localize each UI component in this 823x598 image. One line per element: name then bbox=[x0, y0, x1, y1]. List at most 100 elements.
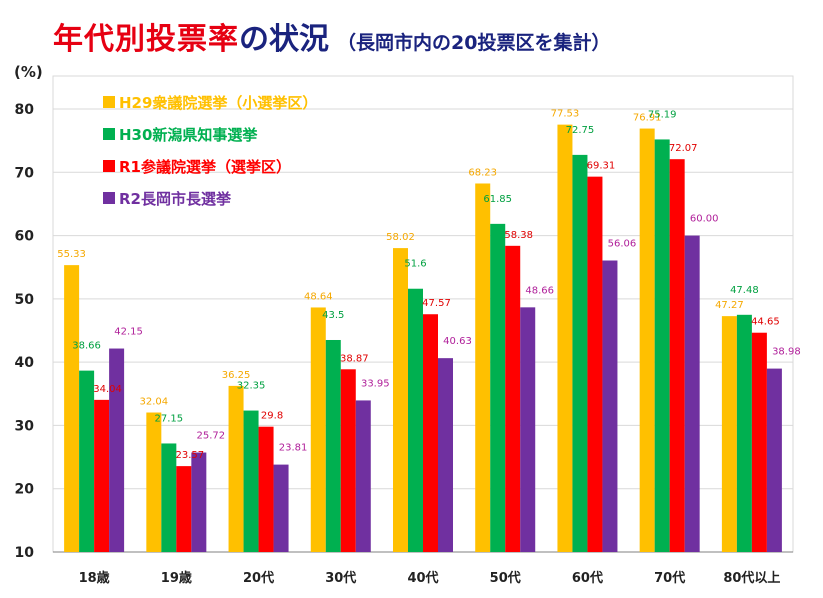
data-label: 51.6 bbox=[404, 259, 426, 270]
x-tick-label: 19歳 bbox=[161, 570, 192, 586]
x-tick-label: 50代 bbox=[490, 570, 521, 586]
bar bbox=[355, 400, 371, 552]
data-label: 23.57 bbox=[176, 450, 205, 461]
legend-label-h29: H29衆議院選挙（小選挙区） bbox=[119, 93, 318, 112]
data-label: 27.15 bbox=[155, 413, 184, 424]
bar bbox=[639, 128, 655, 552]
bar bbox=[520, 307, 536, 552]
bar bbox=[423, 314, 438, 552]
y-tick-label: 10 bbox=[15, 545, 35, 561]
bar bbox=[243, 410, 259, 552]
data-label: 44.65 bbox=[751, 317, 780, 328]
data-label: 72.75 bbox=[566, 125, 595, 136]
y-tick-label: 20 bbox=[15, 482, 35, 498]
data-label: 48.66 bbox=[525, 285, 554, 296]
legend-swatch-h29 bbox=[103, 96, 115, 108]
data-label: 58.38 bbox=[504, 230, 533, 241]
bar bbox=[146, 412, 162, 552]
legend-label-r2: R2長岡市長選挙 bbox=[119, 189, 231, 208]
bar bbox=[475, 183, 491, 552]
chart-title: 年代別投票率の状況 （長岡市内の20投票区を集計） bbox=[53, 14, 610, 58]
bar bbox=[602, 260, 618, 552]
y-tick-label: 50 bbox=[15, 292, 35, 308]
data-label: 77.53 bbox=[551, 109, 580, 120]
data-label: 56.06 bbox=[608, 239, 637, 250]
chart-title-main: 年代別投票率 bbox=[53, 22, 239, 57]
data-label: 25.72 bbox=[197, 431, 226, 442]
x-tick-label: 18歳 bbox=[79, 570, 110, 586]
bar bbox=[161, 443, 177, 552]
bar bbox=[273, 464, 289, 552]
bar bbox=[572, 154, 588, 552]
bar bbox=[325, 339, 341, 552]
bar bbox=[64, 265, 80, 552]
bar bbox=[736, 314, 752, 552]
x-tick-label: 20代 bbox=[243, 570, 274, 586]
bar bbox=[438, 358, 453, 552]
data-label: 75.19 bbox=[648, 109, 677, 120]
data-label: 23.81 bbox=[279, 443, 308, 454]
chart-title-note: （長岡市内の20投票区を集計） bbox=[337, 32, 611, 54]
bar bbox=[191, 452, 207, 552]
bar bbox=[408, 288, 423, 552]
bar bbox=[258, 426, 274, 552]
y-axis-unit-label: (%) bbox=[14, 63, 43, 81]
bar bbox=[766, 368, 782, 552]
chart-legend: H29衆議院選挙（小選挙区） H30新潟県知事選挙 R1参議院選挙（選挙区） R… bbox=[103, 86, 317, 214]
x-tick-label: 70代 bbox=[654, 570, 685, 586]
bar bbox=[310, 307, 326, 552]
y-tick-label: 40 bbox=[15, 355, 35, 371]
data-label: 38.66 bbox=[72, 341, 101, 352]
bar bbox=[654, 139, 670, 552]
y-tick-label: 70 bbox=[15, 165, 35, 181]
bar bbox=[79, 370, 95, 552]
data-label: 76.91 bbox=[633, 113, 662, 124]
bar bbox=[340, 369, 356, 552]
bar bbox=[669, 159, 685, 552]
legend-item: H30新潟県知事選挙 bbox=[103, 118, 317, 150]
data-label: 61.85 bbox=[483, 194, 512, 205]
legend-label-h30: H30新潟県知事選挙 bbox=[119, 125, 258, 144]
data-label: 43.5 bbox=[322, 310, 344, 321]
legend-item: R1参議院選挙（選挙区） bbox=[103, 150, 317, 182]
legend-swatch-h30 bbox=[103, 128, 115, 140]
y-tick-label: 30 bbox=[15, 418, 35, 434]
bar bbox=[505, 245, 521, 552]
y-tick-label: 80 bbox=[15, 102, 35, 118]
x-tick-label: 60代 bbox=[572, 570, 603, 586]
bar bbox=[228, 385, 244, 552]
bar bbox=[721, 316, 737, 552]
data-label: 38.98 bbox=[772, 347, 801, 358]
data-label: 40.63 bbox=[443, 336, 472, 347]
x-tick-label: 80代以上 bbox=[723, 570, 780, 586]
legend-item: H29衆議院選挙（小選挙区） bbox=[103, 86, 317, 118]
bar bbox=[176, 466, 192, 552]
data-label: 48.64 bbox=[304, 291, 333, 302]
data-label: 47.27 bbox=[715, 300, 744, 311]
bar bbox=[684, 235, 700, 553]
data-label: 34.04 bbox=[93, 384, 122, 395]
bar bbox=[751, 332, 767, 552]
legend-label-r1: R1参議院選挙（選挙区） bbox=[119, 157, 291, 176]
data-label: 47.57 bbox=[422, 298, 451, 309]
legend-swatch-r1 bbox=[103, 160, 115, 172]
bar bbox=[109, 348, 125, 552]
data-label: 58.02 bbox=[386, 232, 415, 243]
data-label: 68.23 bbox=[468, 167, 497, 178]
legend-item: R2長岡市長選挙 bbox=[103, 182, 317, 214]
data-label: 47.48 bbox=[730, 285, 759, 296]
x-tick-label: 40代 bbox=[407, 570, 438, 586]
chart-title-sub: の状況 bbox=[239, 22, 329, 57]
bar bbox=[393, 248, 408, 553]
data-label: 33.95 bbox=[361, 378, 390, 389]
data-label: 42.15 bbox=[114, 327, 143, 338]
data-label: 55.33 bbox=[57, 249, 86, 260]
data-label: 69.31 bbox=[587, 161, 616, 172]
bar bbox=[587, 176, 603, 552]
data-label: 38.87 bbox=[340, 353, 369, 364]
data-label: 72.07 bbox=[669, 143, 698, 154]
legend-swatch-r2 bbox=[103, 192, 115, 204]
data-label: 32.04 bbox=[140, 397, 169, 408]
bar bbox=[490, 223, 506, 552]
